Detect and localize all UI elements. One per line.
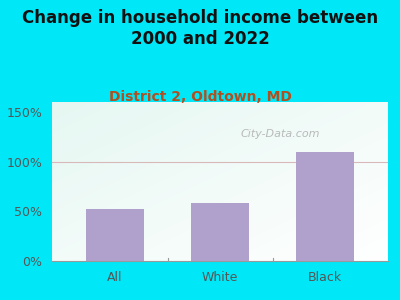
- Bar: [296, 152, 354, 261]
- Bar: [86, 209, 144, 261]
- Text: District 2, Oldtown, MD: District 2, Oldtown, MD: [108, 90, 292, 104]
- Text: City-Data.com: City-Data.com: [241, 129, 320, 139]
- Text: Change in household income between
2000 and 2022: Change in household income between 2000 …: [22, 9, 378, 48]
- Bar: [191, 203, 249, 261]
